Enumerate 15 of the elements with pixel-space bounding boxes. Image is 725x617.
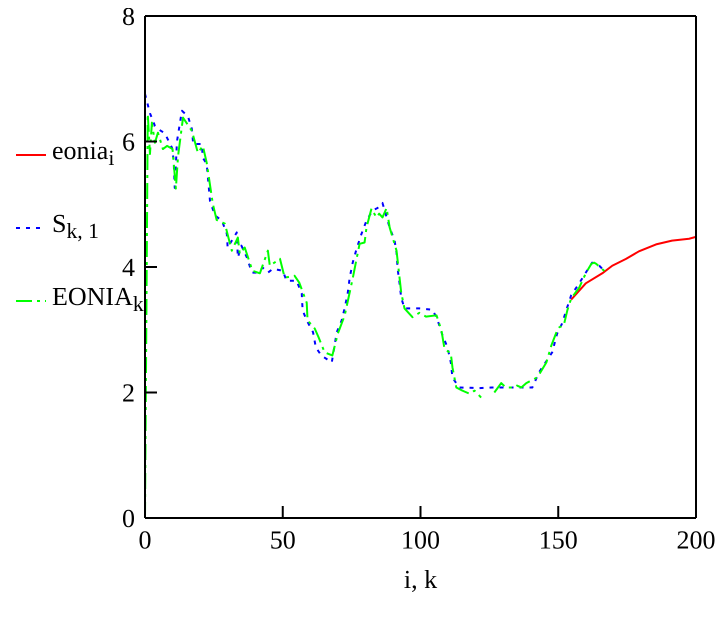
y-tick-label: 2 (122, 378, 135, 408)
y-tick-label: 0 (122, 504, 135, 534)
x-axis-title: i, k (404, 565, 438, 594)
y-tick-label: 6 (122, 128, 135, 157)
line-series (570, 236, 696, 301)
x-tick-label: 100 (401, 525, 440, 554)
legend-label: eonia$_{i}$ (52, 136, 114, 172)
legend-label: S$_{k, 1}$ (52, 209, 99, 244)
x-tick-label: 150 (538, 525, 578, 554)
x-tick-label: 50 (270, 525, 296, 554)
legend-label: EONIA$_{k}$ (52, 282, 144, 318)
x-tick-label: 200 (676, 525, 716, 554)
y-tick-label: 8 (122, 2, 135, 32)
y-tick-label: 4 (122, 253, 135, 282)
line-series (145, 92, 606, 390)
